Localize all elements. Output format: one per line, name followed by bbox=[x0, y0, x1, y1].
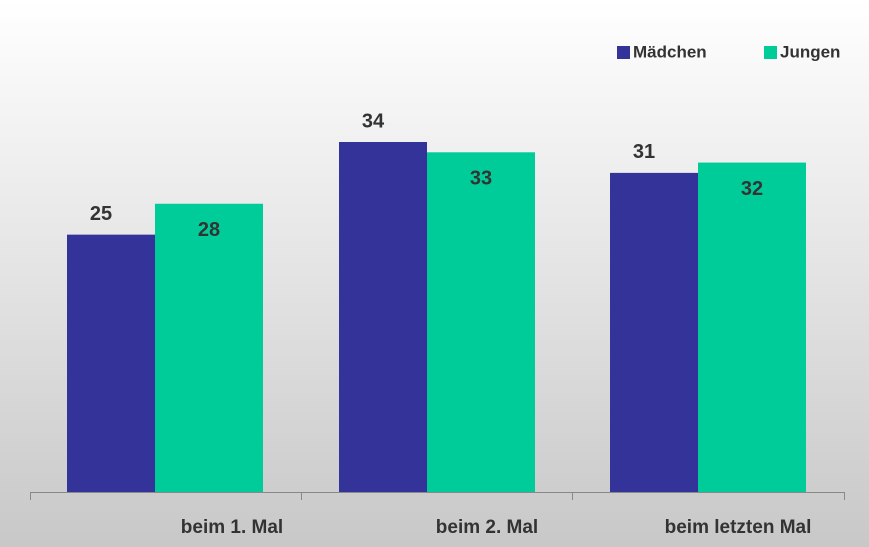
legend-label: Jungen bbox=[780, 42, 840, 61]
data-label: 33 bbox=[470, 168, 492, 190]
legend-swatch bbox=[617, 46, 630, 59]
bar bbox=[610, 172, 698, 492]
bar bbox=[67, 234, 155, 492]
data-label: 31 bbox=[633, 141, 655, 163]
data-label: 34 bbox=[362, 110, 385, 132]
data-label: 32 bbox=[741, 178, 763, 200]
bar bbox=[339, 142, 427, 492]
x-tick-label: beim 1. Mal bbox=[181, 517, 283, 538]
legend-label: Mädchen bbox=[633, 42, 707, 61]
data-label: 28 bbox=[198, 219, 220, 241]
data-label: 25 bbox=[90, 203, 112, 225]
legend-swatch bbox=[764, 46, 777, 59]
x-axis bbox=[30, 492, 845, 500]
bar bbox=[155, 203, 263, 492]
bar bbox=[427, 152, 535, 492]
x-tick-label: beim 2. Mal bbox=[436, 517, 538, 538]
bar bbox=[698, 162, 806, 492]
x-tick-label: beim letzten Mal bbox=[665, 517, 812, 538]
